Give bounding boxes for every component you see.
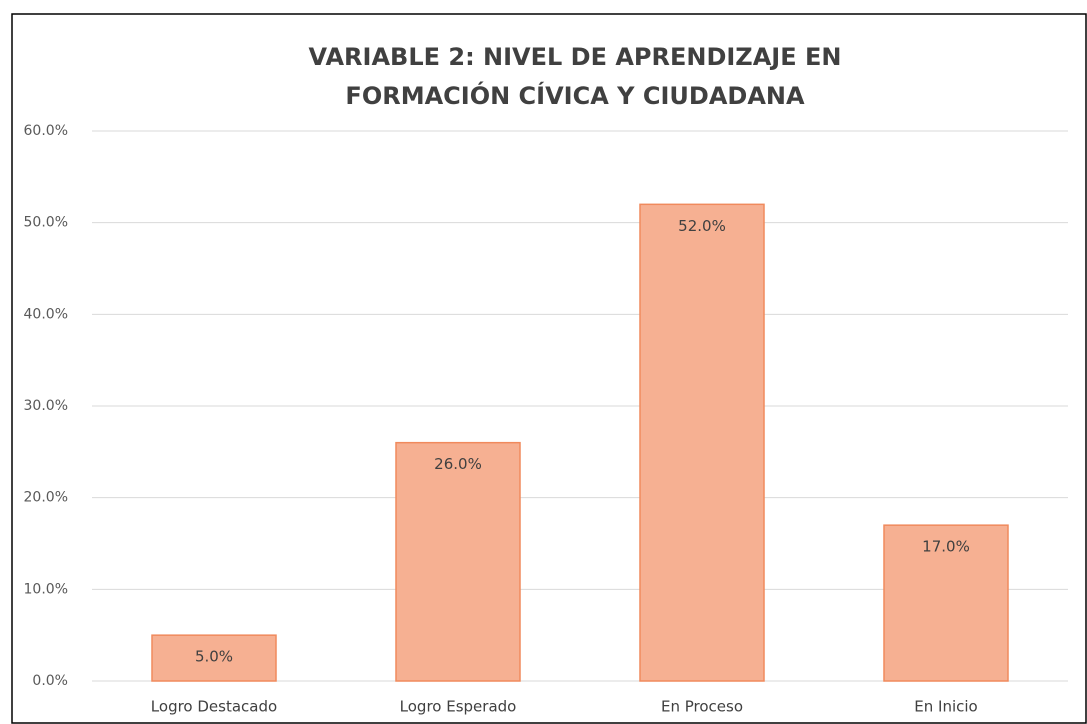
y-tick-label: 40.0% <box>24 306 68 322</box>
data-label: 5.0% <box>195 648 233 666</box>
data-label: 26.0% <box>434 455 482 473</box>
bar <box>395 441 521 682</box>
y-tick-label: 10.0% <box>24 581 68 597</box>
bar <box>883 524 1009 682</box>
y-tick-label: 60.0% <box>24 123 68 139</box>
x-tick-label: Logro Destacado <box>151 698 277 716</box>
chart-title: FORMACIÓN CÍVICA Y CIUDADANA <box>345 80 805 110</box>
x-tick-label: En Inicio <box>914 698 977 716</box>
y-tick-label: 20.0% <box>24 490 68 506</box>
y-tick-label: 30.0% <box>24 398 68 414</box>
x-tick-label: En Proceso <box>661 698 743 716</box>
chart-title: VARIABLE 2: NIVEL DE APRENDIZAJE EN <box>309 43 842 71</box>
y-tick-label: 50.0% <box>24 215 68 231</box>
x-tick-label: Logro Esperado <box>400 698 517 716</box>
data-label: 17.0% <box>922 538 970 556</box>
bar <box>639 203 765 682</box>
y-tick-label: 0.0% <box>32 673 68 689</box>
data-label: 52.0% <box>678 217 726 235</box>
bar <box>151 634 277 682</box>
